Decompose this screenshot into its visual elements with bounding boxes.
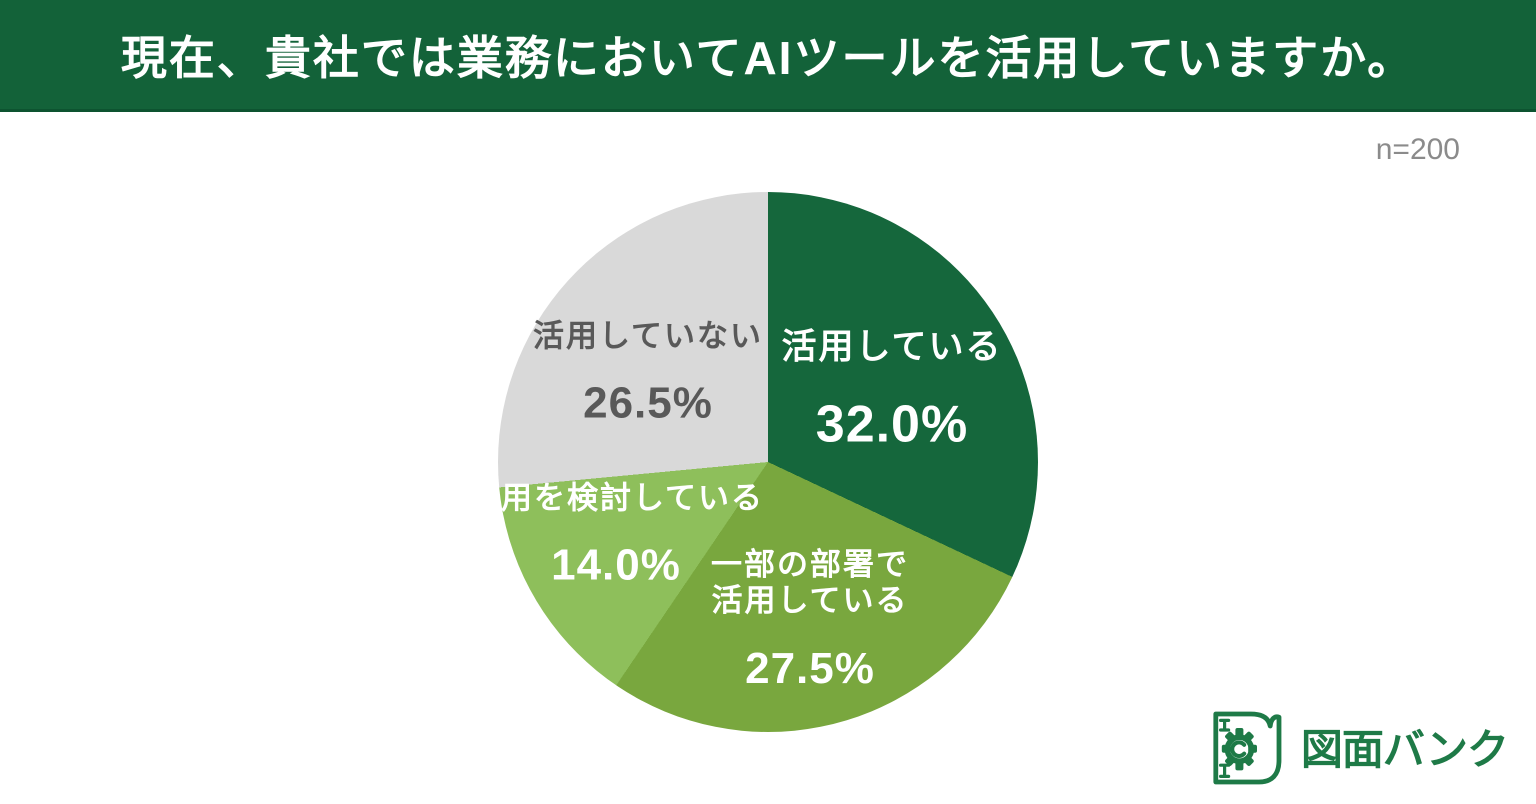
slice-name: 一部の部署で 活用している xyxy=(711,547,909,619)
slice-name: 活用している xyxy=(781,327,1003,367)
slice-value: 27.5% xyxy=(745,644,875,694)
slice-name: 活用を検討している xyxy=(467,480,765,516)
logo-text: 図面バンク xyxy=(1300,725,1509,773)
sample-size-label: n=200 xyxy=(1375,133,1460,166)
blueprint-gear-icon xyxy=(1213,711,1282,785)
pie-slice-label-not-using: 活用していない 26.5% xyxy=(533,299,763,448)
pie-chart xyxy=(498,192,1038,732)
pie-slice-label-considering: 活用を検討している 14.0% xyxy=(468,461,764,610)
pie-slice-label-using: 活用している 32.0% xyxy=(782,307,1003,474)
slice-value: 14.0% xyxy=(551,540,681,590)
logo: 図面バンク xyxy=(1199,706,1509,786)
slice-value: 26.5% xyxy=(583,378,713,428)
question-banner: 現在、貴社では業務においてAIツールを活用していますか。 xyxy=(0,0,1536,112)
pie-slice-label-partial-use: 一部の部署で 活用している 27.5% xyxy=(711,528,909,714)
question-title: 現在、貴社では業務においてAIツールを活用していますか。 xyxy=(120,31,1416,84)
slice-value: 32.0% xyxy=(815,395,969,454)
slice-name: 活用していない xyxy=(532,318,764,354)
